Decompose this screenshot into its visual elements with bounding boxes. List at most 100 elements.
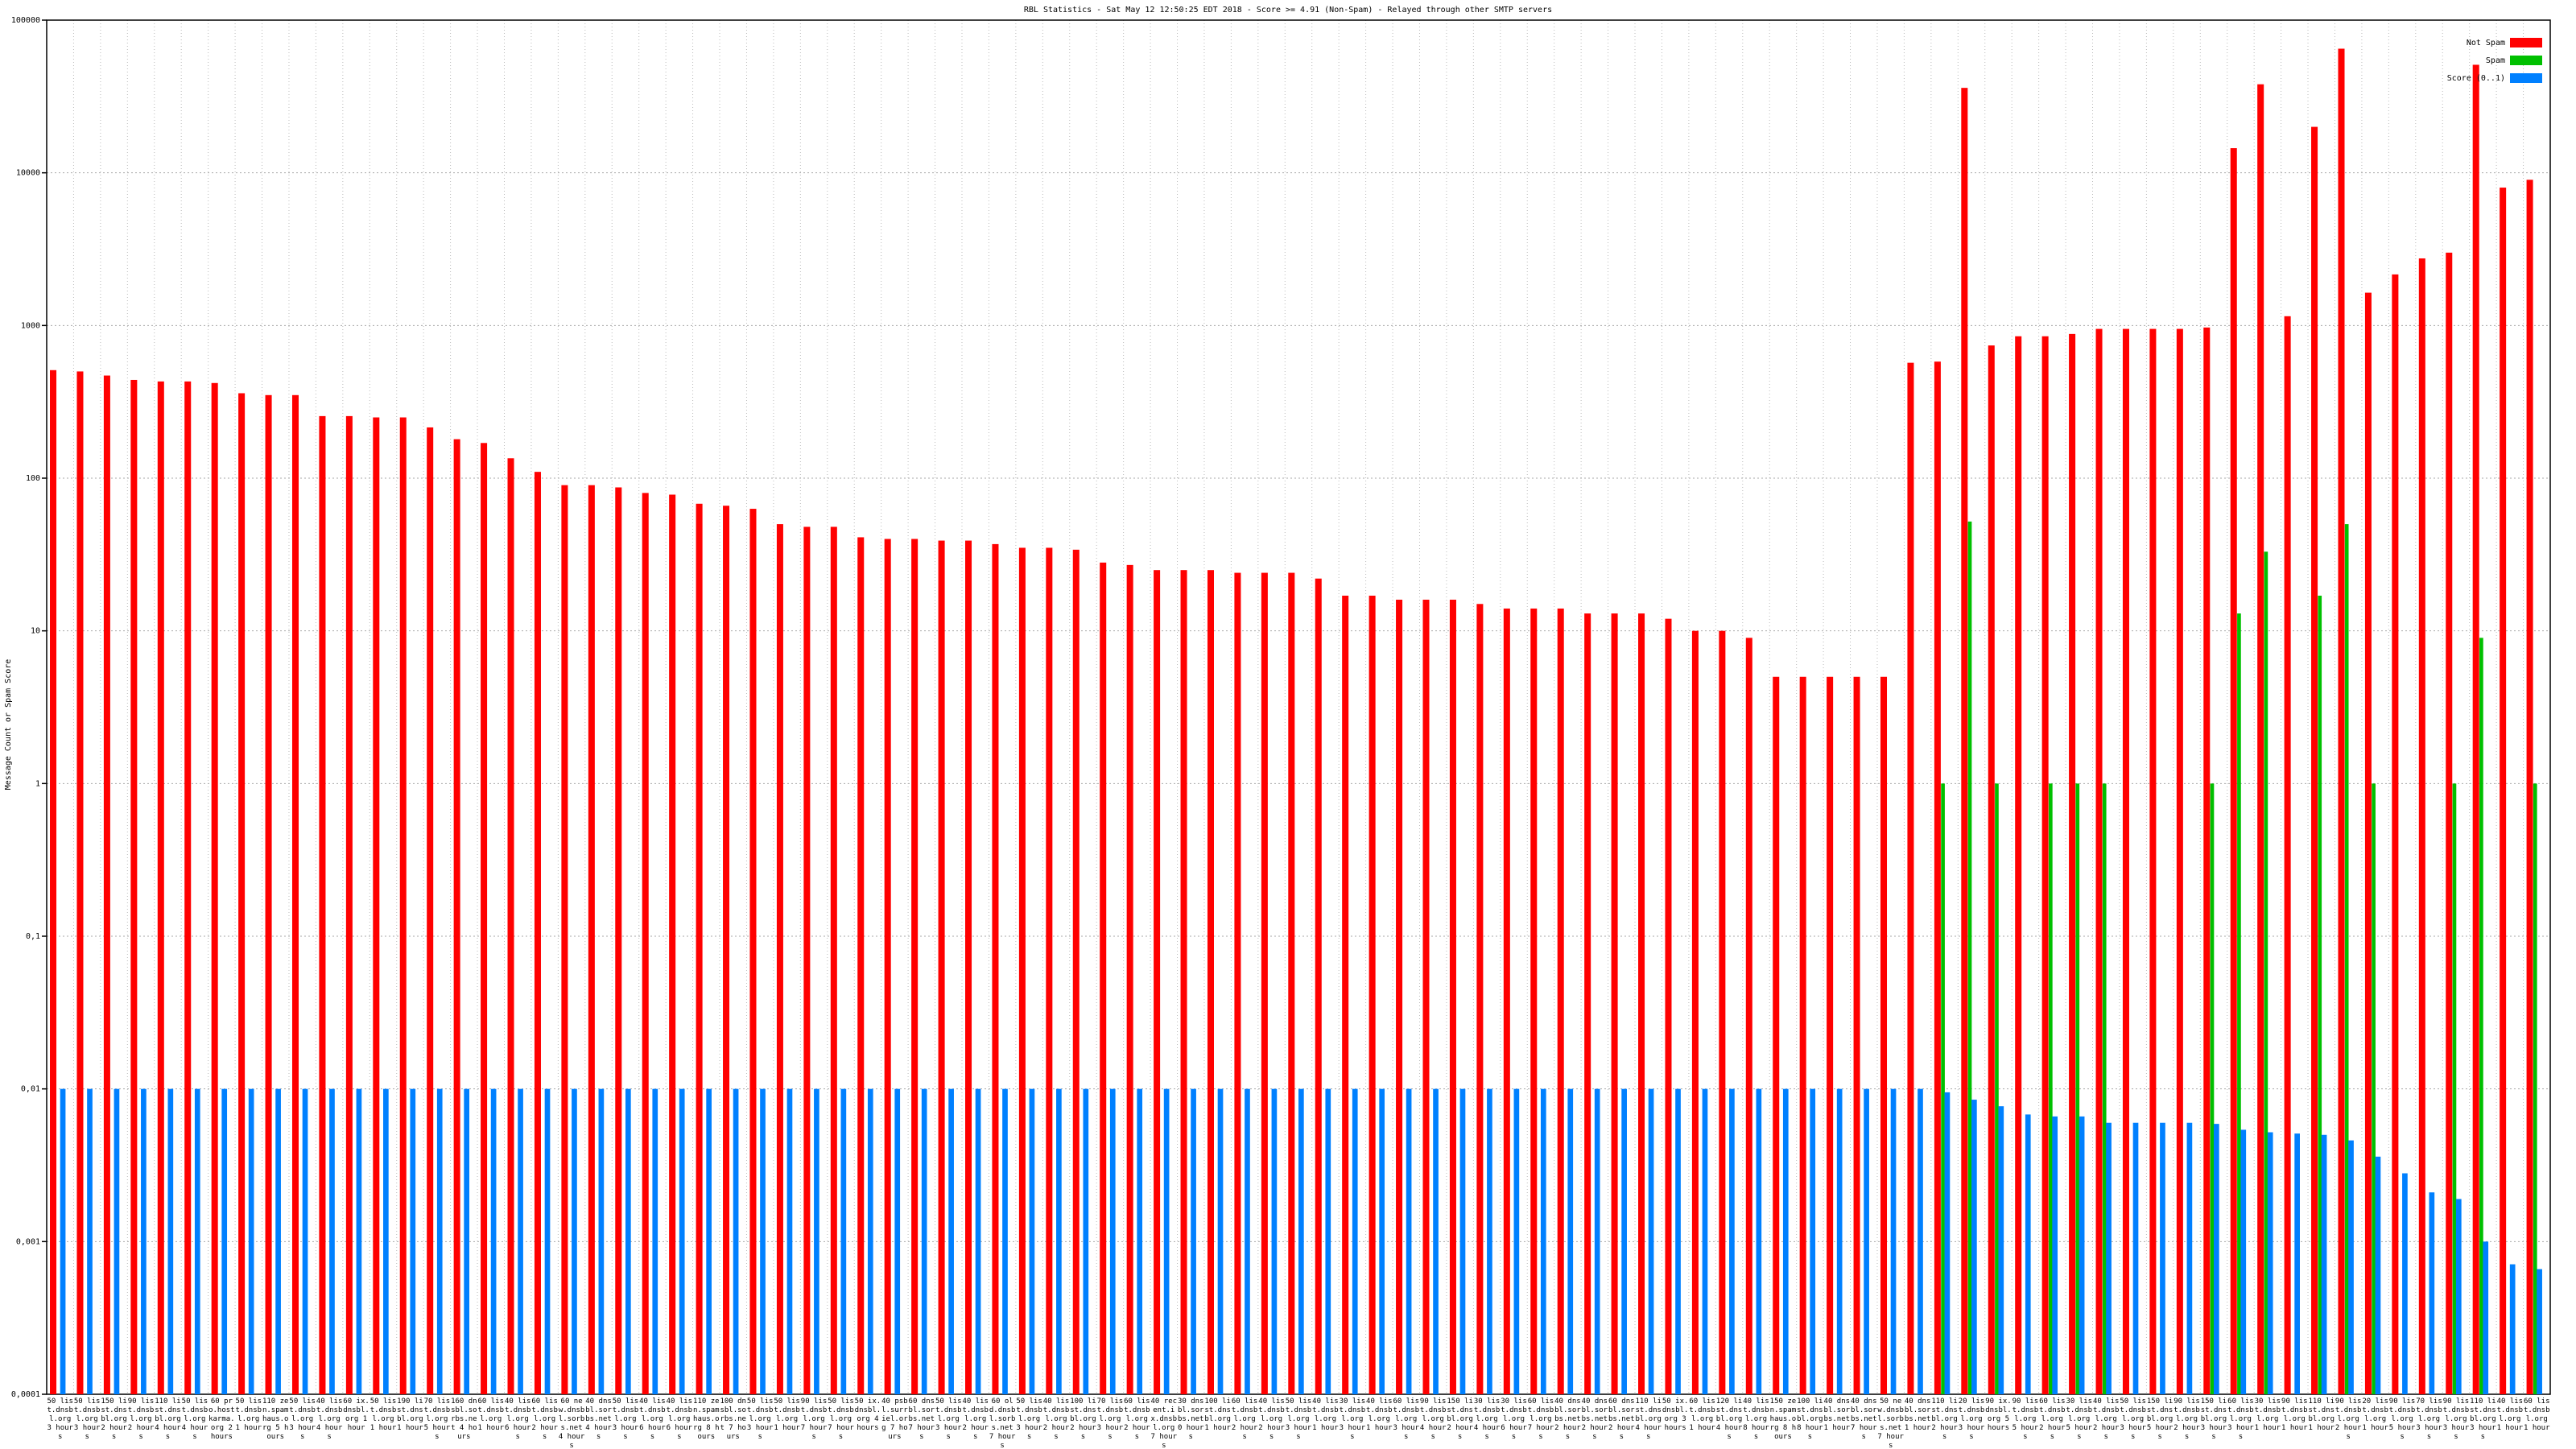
bar bbox=[965, 540, 972, 1394]
bar bbox=[2402, 1173, 2408, 1394]
bar bbox=[1864, 1088, 1869, 1394]
x-tick-label: 110 list.dnsbl.org 3 hours bbox=[2470, 1397, 2496, 1441]
bar bbox=[1782, 1088, 1789, 1394]
bar bbox=[534, 472, 541, 1394]
x-tick-label: 50 list.dnsbl.org 3 hours bbox=[1016, 1397, 1042, 1441]
x-tick-label: 60 list.dnsbl.org 2 hours bbox=[2039, 1397, 2066, 1441]
bar bbox=[1325, 1088, 1331, 1394]
bar bbox=[1756, 1088, 1762, 1394]
bar bbox=[1271, 1088, 1278, 1394]
x-tick-label: 20 list.dnsbl.org 1 hour bbox=[2362, 1397, 2388, 1432]
bar bbox=[857, 537, 865, 1394]
bar bbox=[141, 1088, 147, 1394]
x-tick-label: 110 list.dnsbl.org 1 hour bbox=[2308, 1397, 2334, 1432]
x-tick-label: 60 list.dnsbl.org 1 hour bbox=[477, 1397, 505, 1432]
x-tick-label: 60 old.dnsbl.sorbs.net 7 hours bbox=[989, 1397, 1016, 1449]
bar bbox=[1298, 1088, 1304, 1394]
bar bbox=[1513, 1088, 1520, 1394]
bar bbox=[1245, 1088, 1250, 1394]
bar bbox=[194, 1088, 200, 1394]
x-tick-label: 90 list.dnsbl.org 3 hours bbox=[2442, 1397, 2470, 1441]
bar bbox=[572, 1088, 577, 1394]
bar bbox=[184, 381, 192, 1394]
bar bbox=[1191, 1088, 1196, 1394]
bar bbox=[696, 503, 703, 1394]
x-tick-label: 30 list.dnsbl.org 4 hours bbox=[1473, 1397, 1501, 1441]
bar bbox=[733, 1088, 739, 1394]
bar bbox=[1880, 676, 1888, 1394]
bar bbox=[2509, 1264, 2516, 1394]
bar bbox=[1988, 345, 1995, 1394]
bar bbox=[1611, 613, 1618, 1394]
bar bbox=[329, 1088, 335, 1394]
bar bbox=[2069, 333, 2076, 1394]
bar bbox=[2455, 1199, 2462, 1394]
bar bbox=[1827, 676, 1834, 1394]
x-tick-label: 40 list.dnsbl.org 8 hours bbox=[1743, 1397, 1769, 1441]
bar bbox=[1941, 783, 1945, 1394]
bar bbox=[2230, 148, 2237, 1394]
bar bbox=[749, 509, 757, 1395]
x-tick-label: 100 dnsbl.sorbs.net 7 hours bbox=[720, 1397, 746, 1441]
bar bbox=[2015, 336, 2022, 1394]
x-tick-label: 160 dnsbl.sorbs.net 4 hours bbox=[451, 1397, 477, 1441]
bar bbox=[436, 1088, 443, 1394]
bar bbox=[373, 417, 380, 1394]
x-tick-label: 90 list.dnsbl.org 1 hour bbox=[2281, 1397, 2308, 1432]
x-tick-label: 60 list.dnsbl.org 3 hours bbox=[2227, 1397, 2254, 1441]
bar bbox=[2483, 1241, 2489, 1394]
bar bbox=[1918, 1088, 1923, 1394]
bar bbox=[723, 506, 730, 1394]
legend-swatch bbox=[2510, 73, 2542, 83]
bar bbox=[814, 1088, 819, 1394]
bar bbox=[114, 1088, 120, 1394]
x-tick-label: 70 list.dnsbl.org 5 hours bbox=[423, 1397, 451, 1441]
x-tick-label: 40 dnsbl.sorbs.net 2 hours bbox=[1554, 1397, 1581, 1441]
bar bbox=[2095, 328, 2103, 1395]
x-tick-label: 50 list.dnsbl.org 3 hours bbox=[746, 1397, 774, 1441]
bar bbox=[544, 1088, 551, 1394]
x-tick-label: 60 list.dnsbl.org 2 hours bbox=[1124, 1397, 1150, 1441]
bar bbox=[87, 1088, 93, 1394]
legend-swatch bbox=[2510, 56, 2542, 65]
y-tick-label: 10000 bbox=[16, 169, 40, 178]
bar bbox=[518, 1088, 523, 1394]
bar bbox=[130, 379, 138, 1394]
bar bbox=[1109, 1088, 1116, 1394]
bar bbox=[221, 1088, 228, 1394]
bar bbox=[1154, 570, 1161, 1394]
chart-title: RBL Statistics - Sat May 12 12:50:25 EDT… bbox=[1024, 6, 1552, 14]
bar bbox=[1056, 1088, 1062, 1394]
bar bbox=[1072, 549, 1080, 1395]
x-tick-label: 90 list.dnsbl.org 5 hours bbox=[2012, 1397, 2039, 1441]
bar bbox=[1934, 361, 1941, 1395]
bar bbox=[2472, 64, 2479, 1394]
bar bbox=[2338, 48, 2345, 1394]
bar bbox=[2257, 84, 2264, 1394]
bar bbox=[992, 543, 999, 1395]
bar bbox=[1449, 599, 1456, 1394]
bar bbox=[1352, 1088, 1358, 1394]
bar bbox=[2267, 1132, 2273, 1394]
bar bbox=[1971, 1100, 1977, 1394]
x-tick-label: 50 list.dnsbl.org 3 hours bbox=[612, 1397, 639, 1441]
bar bbox=[427, 427, 434, 1394]
y-tick-label: 1 bbox=[35, 779, 40, 788]
bar bbox=[157, 381, 164, 1394]
x-tick-label: 50 list.dnsbl.org 3 hours bbox=[289, 1397, 316, 1441]
x-tick-label: 30 dnsbl.sorbs.net 0 hours bbox=[1177, 1397, 1204, 1441]
bar bbox=[1018, 547, 1026, 1394]
bar bbox=[2533, 783, 2537, 1394]
bar bbox=[1907, 362, 1914, 1394]
x-tick-label: 50 list.dnsbl.org 3 hours bbox=[935, 1397, 962, 1441]
x-tick-label: 50 ix.dnsbl.org 3 hours bbox=[1662, 1397, 1689, 1432]
x-tick-label: 120 list.dnsbl.org 4 hours bbox=[1715, 1397, 1743, 1441]
bar bbox=[1799, 676, 1806, 1394]
bar bbox=[2186, 1122, 2193, 1394]
bar bbox=[1836, 1088, 1843, 1394]
bar bbox=[2294, 1133, 2300, 1394]
x-tick-label: 100 list.dnsbl.org 8 hours bbox=[1797, 1397, 1823, 1441]
bar bbox=[1396, 599, 1403, 1394]
bar bbox=[803, 526, 811, 1394]
bar bbox=[1459, 1088, 1466, 1394]
